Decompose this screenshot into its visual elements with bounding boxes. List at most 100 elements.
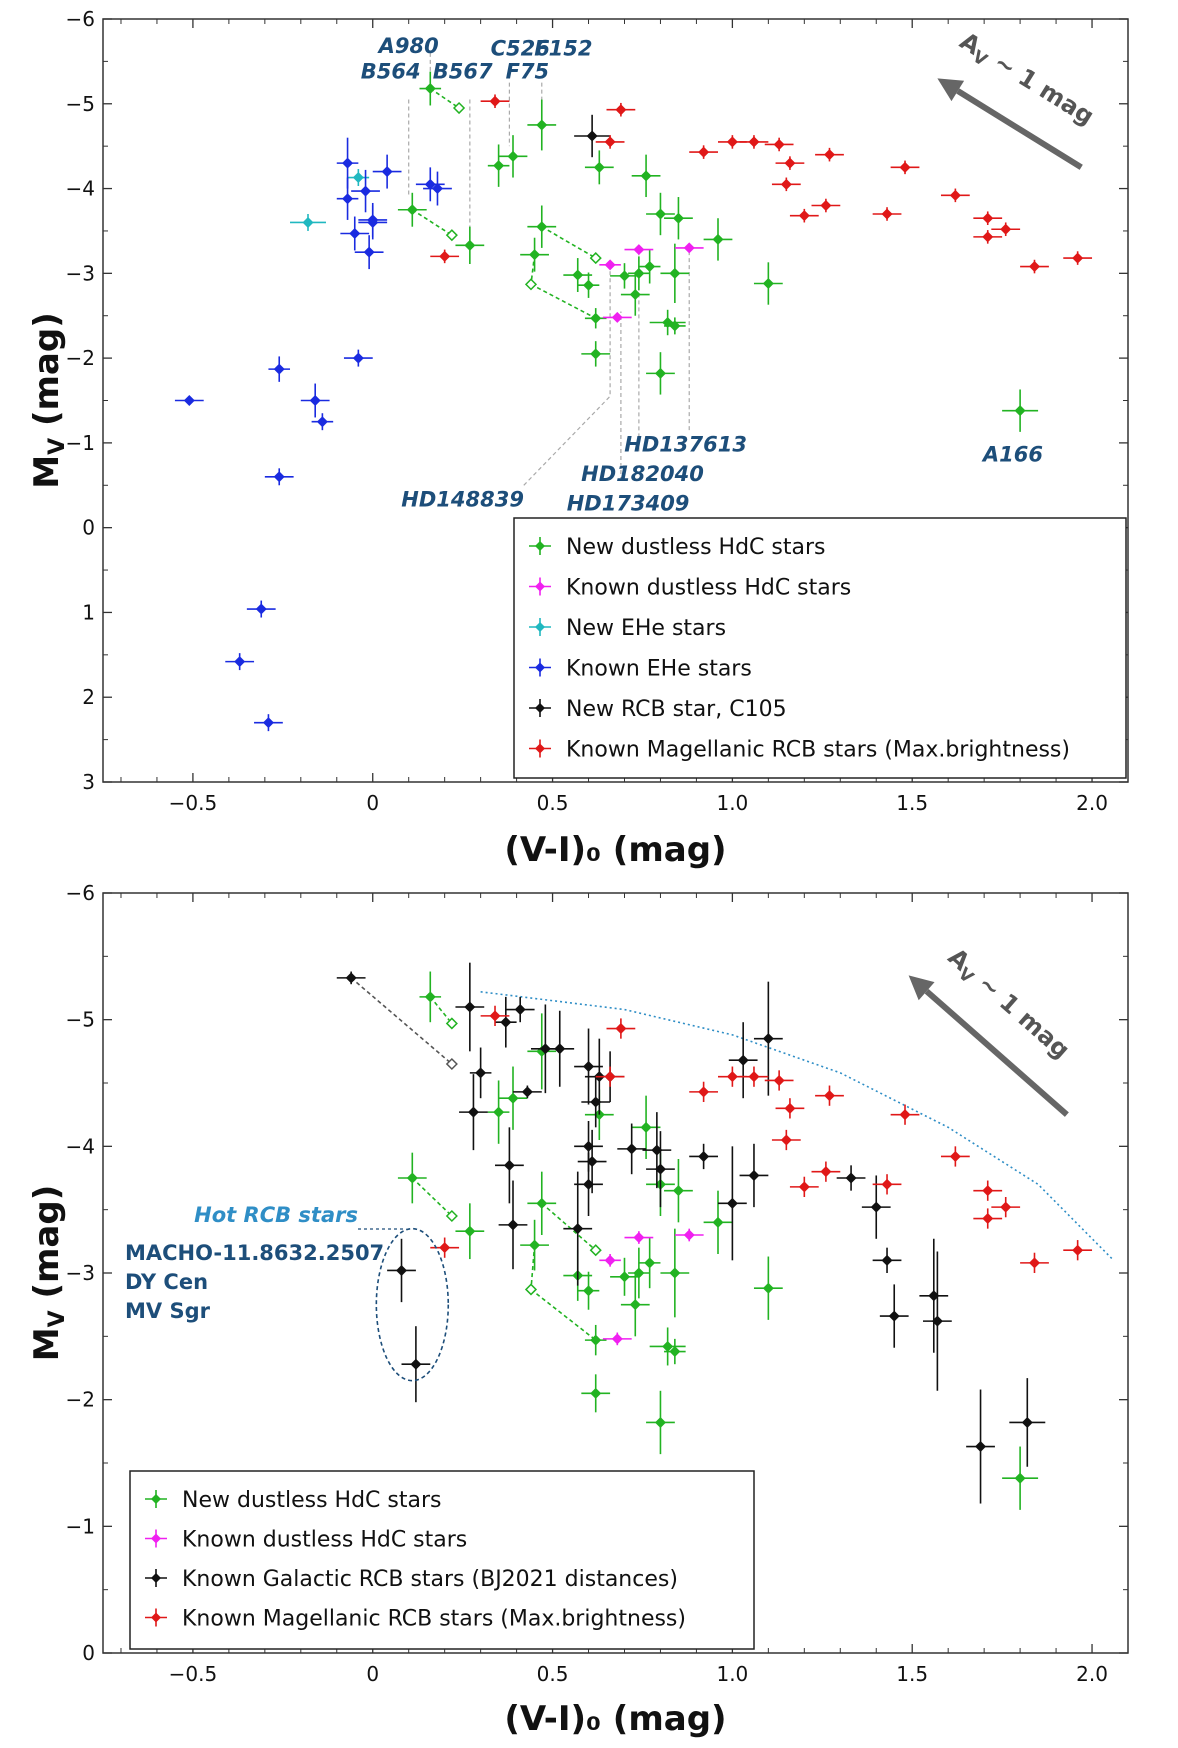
y-axis-title-unit: (mag) — [27, 312, 67, 438]
data-point — [764, 137, 794, 152]
data-point — [703, 1190, 733, 1254]
data-point — [469, 1047, 492, 1099]
data-point — [646, 1131, 675, 1208]
point-marker — [590, 1334, 602, 1346]
data-point — [638, 249, 661, 284]
point-marker — [654, 1416, 666, 1428]
point-marker — [302, 216, 314, 228]
open-diamond — [589, 1244, 602, 1257]
point-marker — [633, 1232, 645, 1244]
data-point — [1009, 1378, 1046, 1467]
star-label: HD137613 — [624, 432, 747, 456]
data-point — [923, 1251, 952, 1391]
point-marker — [899, 161, 911, 173]
point-marker — [629, 289, 641, 301]
series-new_ehe — [290, 169, 370, 231]
data-point — [415, 167, 445, 202]
point-marker — [672, 212, 684, 224]
point-marker — [1028, 1257, 1040, 1269]
point-marker — [698, 146, 710, 158]
x-tick-label: −0.5 — [169, 1662, 218, 1686]
data-point — [563, 258, 593, 292]
point-marker — [615, 1023, 627, 1035]
point-marker — [467, 1106, 479, 1118]
y-tick-label: −5 — [66, 92, 95, 116]
data-point — [268, 356, 291, 382]
y-tick-label: 2 — [82, 685, 95, 709]
y-axis-title: MV (mag) — [27, 312, 70, 489]
point-marker — [611, 311, 623, 323]
point-marker — [888, 1310, 900, 1322]
data-point — [642, 1112, 672, 1189]
point-marker — [618, 270, 630, 282]
point-marker — [572, 1223, 584, 1235]
data-point — [574, 114, 611, 158]
data-point — [664, 197, 693, 240]
data-point — [520, 237, 549, 272]
point-marker — [1072, 1244, 1084, 1256]
data-point — [624, 244, 654, 256]
star-label: F75 — [506, 59, 550, 83]
star-label: F152 — [534, 36, 592, 60]
data-point — [455, 226, 485, 265]
data-point — [347, 169, 370, 187]
point-marker — [514, 1004, 526, 1016]
legend-marker — [151, 1573, 161, 1583]
open-diamond — [524, 278, 538, 291]
point-marker — [881, 208, 893, 220]
open-diamond — [445, 1017, 458, 1030]
dashed-link — [350, 977, 453, 1065]
series-rcb_black — [336, 962, 1046, 1504]
point-marker — [1028, 261, 1040, 273]
point-marker — [424, 83, 436, 95]
data-point — [595, 135, 625, 149]
point-marker — [683, 242, 695, 254]
point-marker — [669, 1346, 681, 1358]
legend-box — [513, 517, 1127, 779]
legend-item: New RCB star, C105 — [529, 697, 787, 722]
point-marker — [604, 1071, 616, 1083]
point-marker — [949, 1150, 961, 1162]
data-point — [973, 211, 1003, 226]
legend-label: New dustless HdC stars — [182, 1488, 441, 1513]
point-marker — [669, 1267, 681, 1279]
data-point — [300, 383, 330, 418]
x-axis-title: (V-I)₀ (mag) — [504, 1699, 726, 1739]
data-point — [775, 156, 805, 170]
x-tick-label: −0.5 — [169, 791, 218, 815]
data-point — [581, 341, 611, 367]
data-point — [387, 1238, 416, 1303]
point-marker — [583, 1140, 595, 1152]
y-tick-label: −6 — [66, 7, 95, 31]
data-point — [610, 1257, 639, 1296]
point-marker — [183, 395, 195, 406]
point-marker — [626, 1143, 638, 1155]
data-point — [703, 218, 733, 261]
star-label: A980 — [377, 34, 439, 58]
point-marker — [345, 972, 357, 984]
star-label: HD182040 — [581, 462, 704, 486]
y-tick-label: −5 — [66, 1008, 95, 1032]
point-marker — [669, 320, 681, 332]
series-mc_red — [430, 94, 1093, 274]
point-marker — [633, 1267, 645, 1279]
data-point — [354, 235, 384, 270]
point-marker — [464, 1001, 476, 1013]
legend-item: Known dustless HdC stars — [529, 576, 851, 601]
data-point — [628, 1247, 650, 1299]
data-point — [343, 349, 373, 367]
data-point — [584, 308, 607, 329]
star-label: HD173409 — [567, 492, 690, 516]
legend-marker — [151, 1494, 161, 1504]
point-marker — [439, 250, 451, 262]
point-marker — [748, 1169, 760, 1181]
x-tick-label: 1.5 — [896, 791, 928, 815]
point-marker — [360, 185, 372, 197]
y-tick-label: 1 — [82, 600, 95, 624]
data-point — [861, 1175, 891, 1239]
x-tick-label: 2.0 — [1076, 1662, 1108, 1686]
data-point — [225, 653, 255, 671]
data-point — [1002, 389, 1039, 432]
data-point — [430, 249, 460, 264]
data-point — [527, 1171, 557, 1235]
